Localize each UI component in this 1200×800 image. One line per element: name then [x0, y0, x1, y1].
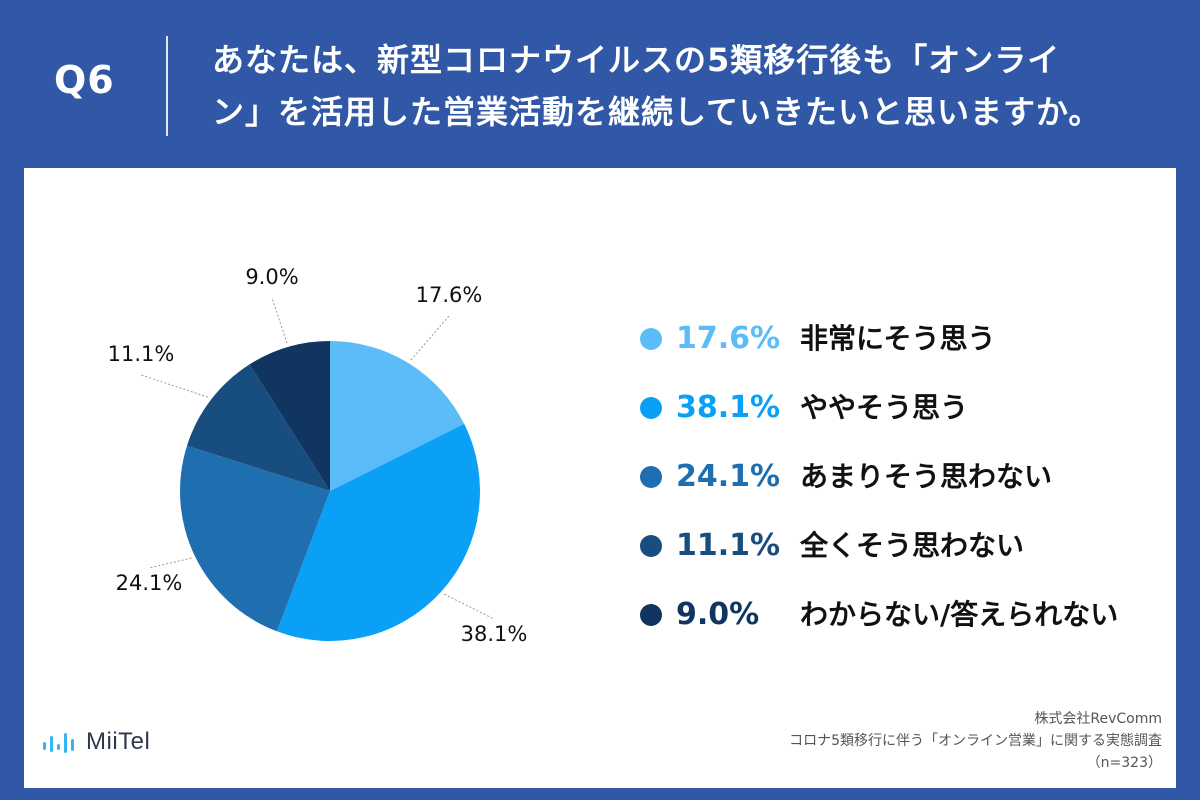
logo-text: MiiTel: [86, 728, 151, 755]
legend-label: あまりそう思わない: [800, 460, 1053, 493]
source-survey: コロナ5類移行に伴う「オンライン営業」に関する実態調査: [789, 733, 1162, 749]
legend-percent: 9.0%: [676, 597, 760, 632]
legend-percent: 17.6%: [676, 321, 781, 356]
pie-slice: [180, 445, 330, 632]
question-number: Q6: [54, 58, 115, 102]
leader-line: [148, 557, 192, 569]
legend-dot-icon: [640, 466, 662, 488]
leader-line: [140, 374, 209, 398]
pie-slice: [249, 341, 330, 491]
legend-percent: 38.1%: [676, 390, 781, 425]
source-company: 株式会社RevComm: [1034, 711, 1162, 727]
header: Q6 あなたは、新型コロナウイルスの5類移行後も「オンライ ン」を活用した営業活…: [0, 0, 1200, 168]
slice-percent-label: 11.1%: [108, 342, 175, 366]
question-line-2: ン」を活用した営業活動を継続していきたいと思いますか。: [212, 93, 1102, 131]
slice-percent-label: 17.6%: [416, 283, 483, 307]
legend-item: 38.1% ややそう思う: [632, 387, 1172, 456]
pie-slice: [187, 364, 330, 491]
question-line-1: あなたは、新型コロナウイルスの5類移行後も「オンライ: [212, 41, 1061, 79]
legend-item: 17.6% 非常にそう思う: [632, 318, 1172, 387]
legend-dot-icon: [640, 397, 662, 419]
source-note: 株式会社RevComm コロナ5類移行に伴う「オンライン営業」に関する実態調査 …: [662, 708, 1162, 774]
source-sample: （n=323）: [1086, 755, 1162, 771]
chart-panel: 17.6% 38.1% 24.1% 11.1% 9.0% 17.6% 非常にそう思う 3…: [24, 168, 1176, 788]
sound-bars-icon: [43, 733, 74, 753]
legend-item: 11.1% 全くそう思わない: [632, 525, 1172, 594]
legend-label: 非常にそう思う: [800, 322, 996, 355]
legend-label: わからない/答えられない: [800, 598, 1119, 631]
leader-line: [444, 593, 495, 620]
leader-line: [271, 297, 288, 344]
legend-label: 全くそう思わない: [800, 529, 1025, 562]
legend-dot-icon: [640, 328, 662, 350]
legend-dot-icon: [640, 604, 662, 626]
header-divider: [166, 36, 168, 136]
legend-item: 9.0% わからない/答えられない: [632, 594, 1172, 663]
pie-chart: 17.6% 38.1% 24.1% 11.1% 9.0%: [108, 265, 528, 646]
leader-line: [410, 315, 450, 361]
legend-dot-icon: [640, 535, 662, 557]
slice-percent-label: 38.1%: [461, 622, 528, 646]
slice-percent-label: 9.0%: [245, 265, 298, 289]
question-text: あなたは、新型コロナウイルスの5類移行後も「オンライ ン」を活用した営業活動を継…: [212, 34, 1172, 138]
slice-percent-label: 24.1%: [116, 571, 183, 595]
legend-percent: 11.1%: [676, 528, 781, 563]
pie-slice: [276, 423, 481, 642]
legend: 17.6% 非常にそう思う 38.1% ややそう思う 24.1% あまりそう思わ…: [632, 318, 1172, 663]
legend-percent: 24.1%: [676, 459, 781, 494]
pie-slice: [330, 341, 465, 491]
legend-item: 24.1% あまりそう思わない: [632, 456, 1172, 525]
legend-label: ややそう思う: [800, 391, 969, 424]
